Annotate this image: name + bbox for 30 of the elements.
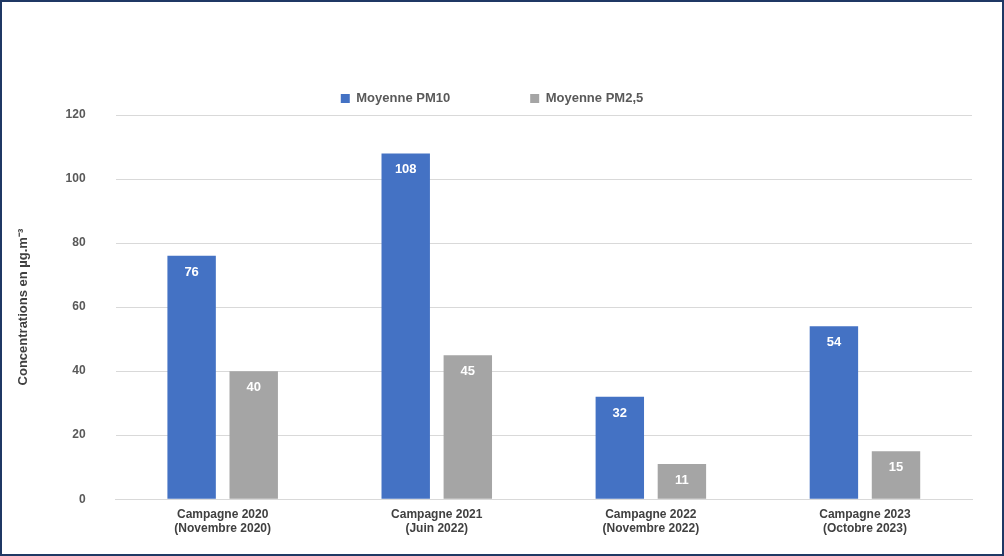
legend-label: Moyenne PM10 [356,90,451,106]
y-tick-label: 100 [65,171,86,186]
x-tick-label: Campagne 2021 (Juin 2022) [391,506,483,536]
y-axis-title: Concentrations en µg.m⁻³ [15,228,31,386]
data-label: 45 [460,363,476,379]
y-tick-label: 0 [78,491,86,506]
bar [871,451,921,499]
bar [809,326,859,499]
x-tick-label: Campagne 2020 (Novembre 2020) [174,506,272,536]
bar [229,371,278,499]
bar [595,396,645,499]
data-label: 11 [675,472,689,488]
y-tick-label: 40 [72,363,86,378]
legend-label: Moyenne PM2,5 [545,90,644,106]
x-tick-label: Campagne 2022 (Novembre 2022) [602,506,700,536]
y-tick-label: 80 [72,235,86,250]
data-label: 108 [394,161,417,177]
data-label: 40 [246,379,261,395]
data-label: 32 [612,404,628,420]
y-tick-label: 20 [72,427,86,442]
data-label: 76 [184,263,199,279]
data-label: 54 [826,334,842,350]
x-tick-label: Campagne 2023 (Octobre 2023) [819,506,911,536]
data-label: 15 [888,459,904,475]
y-tick-label: 60 [72,299,86,314]
bar [381,153,430,499]
y-tick-label: 120 [65,107,86,122]
bar [167,255,216,499]
bar [657,463,707,499]
bar [443,355,493,499]
